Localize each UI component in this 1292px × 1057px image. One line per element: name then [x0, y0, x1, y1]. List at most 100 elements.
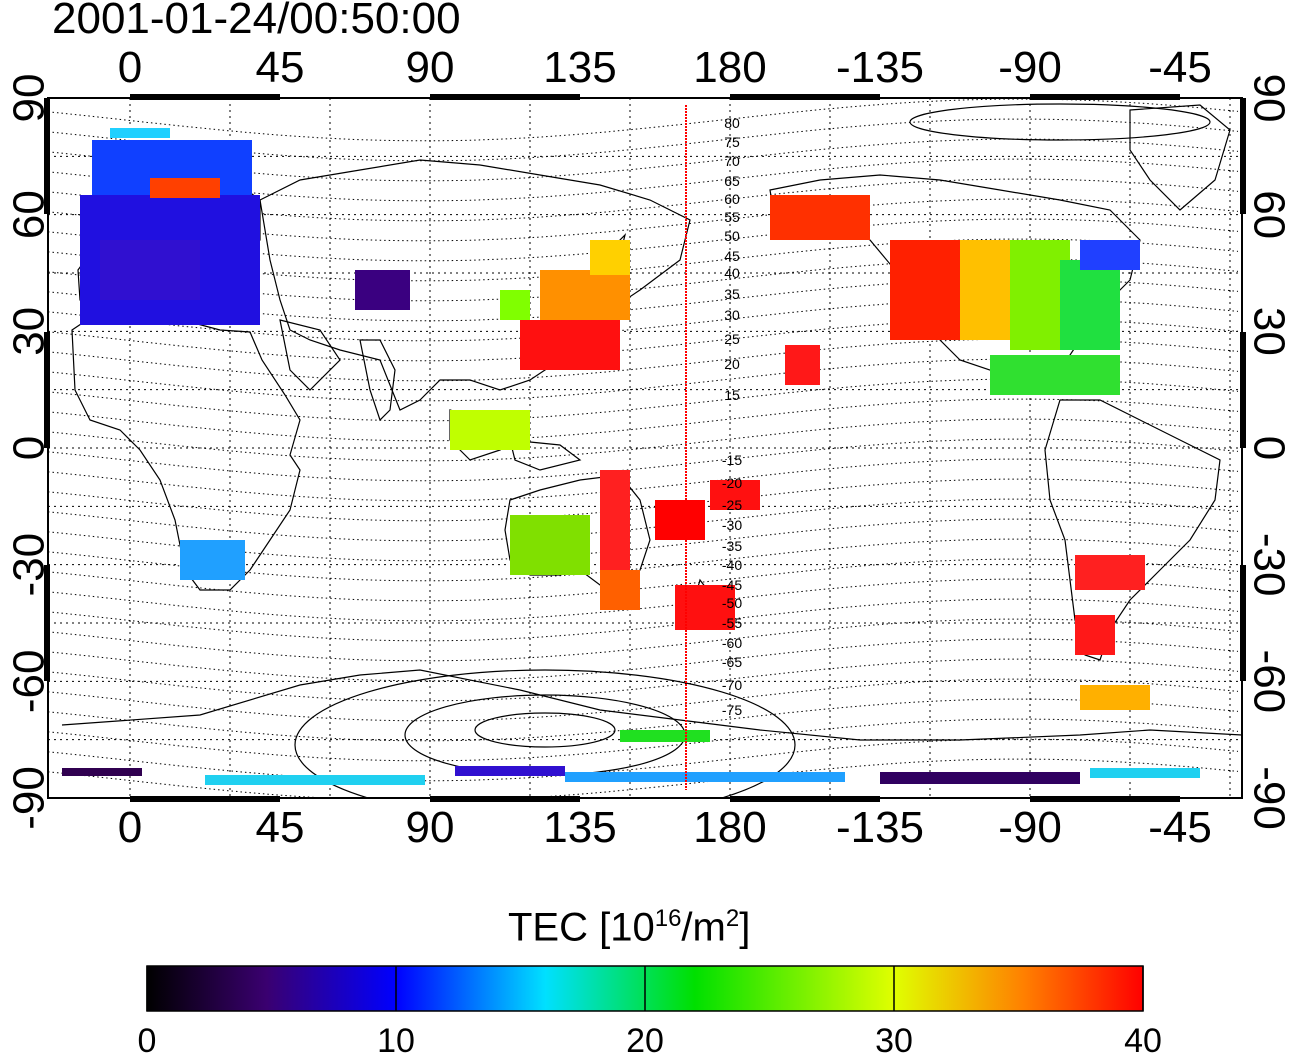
magnetic-contour	[48, 698, 1239, 742]
contour-label: 55	[724, 209, 740, 225]
contour-label: 45	[724, 248, 740, 264]
lon-tick-top: 90	[406, 43, 455, 92]
lat-tick-right: -60	[1244, 650, 1292, 714]
magnetic-contour	[48, 398, 1239, 442]
tec-cell	[1080, 240, 1140, 270]
lat-tick-right: -30	[1244, 533, 1292, 597]
lon-tick-bottom: 45	[256, 803, 305, 852]
magnetic-contour	[48, 658, 1239, 702]
colorbar-label-unit-exponent: 2	[725, 905, 740, 932]
tec-cell	[1060, 260, 1120, 350]
tec-cell	[620, 730, 710, 742]
lat-tick-right: 30	[1244, 307, 1292, 356]
contour-label: -20	[722, 475, 742, 491]
lon-tick-bottom: 135	[543, 803, 616, 852]
magnetic-contour	[48, 598, 1239, 642]
lon-tick-bottom: -135	[836, 803, 924, 852]
lon-tick-top: 180	[693, 43, 766, 92]
lat-tick-right: 90	[1244, 74, 1292, 123]
borneo-coastline	[509, 439, 582, 471]
contour-label: 15	[724, 387, 740, 403]
contour-label: -15	[722, 452, 742, 468]
africa-coastline	[71, 317, 301, 591]
colorbar-label-prefix: TEC [10	[508, 905, 655, 950]
tec-cell	[540, 270, 630, 320]
map-title: 2001-01-24/00:50:00	[52, 0, 461, 43]
tec-cell	[990, 355, 1120, 395]
magnetic-contour	[48, 458, 1239, 502]
lon-tick-top: -135	[836, 43, 924, 92]
contour-label: 35	[724, 286, 740, 302]
tec-cell	[890, 240, 970, 340]
colorbar-tick-label: 0	[138, 1022, 157, 1057]
tec-cell	[1080, 685, 1150, 710]
lon-tick-bottom: 180	[693, 803, 766, 852]
magnetic-contour	[48, 678, 1239, 722]
contour-label: -60	[722, 635, 742, 651]
tec-cell	[1075, 615, 1115, 655]
south-pole-contour	[474, 712, 616, 748]
contour-label: -40	[722, 557, 742, 573]
tec-cell	[590, 240, 630, 275]
colorbar-tick-label: 30	[875, 1022, 913, 1057]
lon-tick-top: -45	[1148, 43, 1212, 92]
tec-cell	[100, 240, 200, 300]
contour-label: -35	[722, 538, 742, 554]
lon-tick-bottom: -90	[998, 803, 1062, 852]
greenland-coastline	[1129, 104, 1231, 211]
lon-tick-bottom: 0	[118, 803, 142, 852]
frame-tick-bars	[44, 94, 1246, 802]
contour-label: 75	[724, 134, 740, 150]
contour-label: -70	[722, 677, 742, 693]
tec-cell	[785, 345, 820, 385]
colorbar-ticks: 0 10 20 30 40	[138, 966, 1162, 1057]
tec-cell	[1075, 555, 1145, 590]
contour-label: 40	[724, 265, 740, 281]
north-pole-contour	[909, 103, 1211, 141]
magnetic-contour	[48, 618, 1239, 662]
contour-label: 20	[724, 356, 740, 372]
lat-tick-right: -90	[1244, 766, 1292, 830]
magnetic-contour	[48, 638, 1239, 682]
tec-cell	[1090, 768, 1200, 778]
contour-label: 30	[724, 307, 740, 323]
tec-cell	[600, 570, 640, 610]
lat-tick-left: 60	[5, 190, 54, 239]
contour-label: 50	[724, 228, 740, 244]
lon-tick-bottom: -45	[1148, 803, 1212, 852]
tec-cell	[510, 515, 590, 575]
lat-tick-left: 90	[5, 74, 54, 123]
colorbar-tick-label: 40	[1124, 1022, 1162, 1057]
tec-cell	[150, 178, 220, 198]
contour-label: -50	[722, 595, 742, 611]
lon-tick-bottom: 90	[406, 803, 455, 852]
tec-cell	[450, 410, 530, 450]
south-america-coastline	[1044, 399, 1221, 661]
tec-cell	[710, 480, 760, 510]
south-pole-contour	[294, 669, 796, 798]
tec-cell	[770, 195, 870, 240]
magnetic-contour	[48, 558, 1239, 602]
tec-cell	[880, 772, 1080, 784]
lat-tick-left: -90	[5, 766, 54, 830]
magnetic-contour	[48, 438, 1239, 482]
tec-data-cells	[62, 128, 1200, 785]
lat-tick-left: -60	[5, 650, 54, 714]
tec-cell	[655, 500, 705, 540]
lat-tick-left: -30	[5, 533, 54, 597]
antarctica-coastline	[61, 669, 1242, 741]
india-coastline	[359, 339, 396, 422]
lon-tick-top: 0	[118, 43, 142, 92]
colorbar-title: TEC [1016/m2]	[508, 905, 750, 950]
tec-cell	[455, 766, 565, 776]
magnetic-contour	[48, 578, 1239, 622]
magnetic-contour	[48, 518, 1239, 562]
magnetic-contour	[48, 498, 1239, 542]
arabia-coastline	[279, 319, 341, 391]
tec-cell	[355, 270, 410, 310]
lon-tick-top: 45	[256, 43, 305, 92]
contour-label: -75	[722, 702, 742, 718]
magnetic-contour	[48, 718, 1239, 762]
